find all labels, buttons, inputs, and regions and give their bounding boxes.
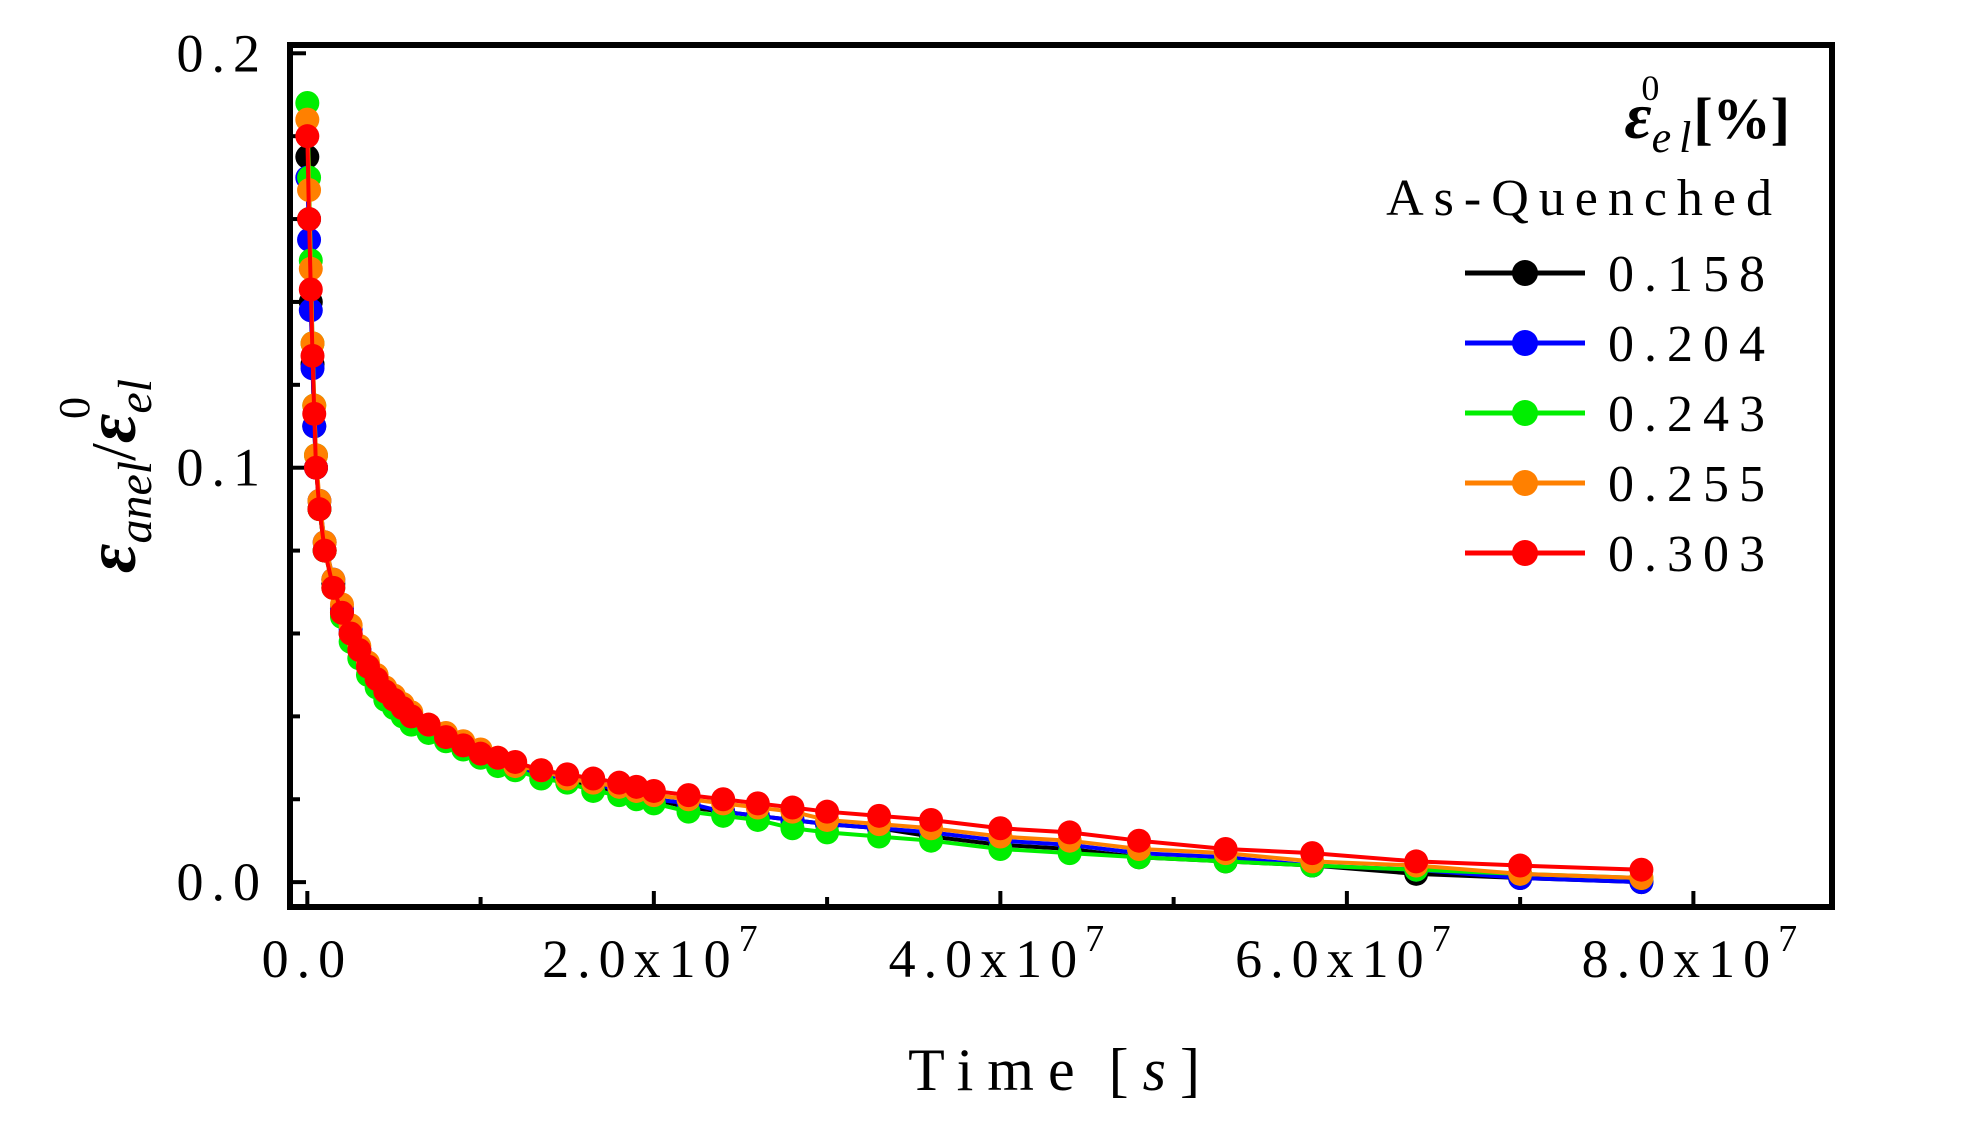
data-point <box>416 712 441 737</box>
legend-subtitle: As-Quenched <box>1386 170 1782 227</box>
x-title-unit: s <box>1143 1037 1180 1103</box>
data-point <box>1508 853 1533 878</box>
data-point <box>298 277 323 302</box>
data-point <box>1300 841 1325 866</box>
data-point <box>303 455 328 480</box>
series-layer <box>295 91 1654 895</box>
data-point <box>780 795 805 820</box>
y-title-denominator-subscript: el <box>109 379 162 414</box>
data-point <box>867 803 892 828</box>
x-tick-label: 6.0x107 <box>1235 918 1459 989</box>
legend-label: 0.158 <box>1608 246 1775 303</box>
legend-marker <box>1512 400 1538 426</box>
data-point <box>295 124 320 149</box>
y-axis-title: εanel/εel0 <box>50 379 162 573</box>
legend-entry: 0.255 <box>1465 456 1775 513</box>
x-title-close-bracket: ] <box>1180 1037 1214 1103</box>
data-point <box>745 791 770 816</box>
data-point <box>581 766 606 791</box>
legend-label: 0.243 <box>1608 386 1775 443</box>
data-point <box>555 762 580 787</box>
data-point <box>1213 836 1238 861</box>
data-point <box>1629 857 1654 882</box>
legend-entry: 0.204 <box>1465 316 1775 373</box>
legend-entries: 0.158 0.204 0.243 0.255 0.303 <box>1465 246 1775 583</box>
legend-title-symbol: ε <box>1625 80 1652 153</box>
data-point <box>919 807 944 832</box>
legend: εel 0 [%] As-Quenched 0.158 0.204 0.243 0.255… <box>1386 68 1790 583</box>
x-title-text: Time <box>908 1037 1089 1103</box>
legend-title-superscript: 0 <box>1641 68 1659 108</box>
legend-entry: 0.158 <box>1465 246 1775 303</box>
data-point <box>780 816 805 841</box>
y-axis: 0.0 0.1 0.2 <box>177 23 306 912</box>
legend-title-subscript: el <box>1652 113 1700 162</box>
data-point <box>295 107 320 132</box>
legend-title-unit: [%] <box>1693 86 1790 151</box>
data-point <box>321 575 346 600</box>
x-tick-label: 4.0x107 <box>889 918 1113 989</box>
data-point <box>988 816 1013 841</box>
legend-marker <box>1512 470 1538 496</box>
legend-label: 0.255 <box>1608 456 1775 513</box>
data-point <box>503 749 528 774</box>
legend-marker <box>1512 540 1538 566</box>
legend-entry: 0.303 <box>1465 526 1775 583</box>
data-point <box>815 799 840 824</box>
data-point <box>1057 820 1082 845</box>
data-point <box>307 497 332 522</box>
y-tick-label: 0.1 <box>177 438 269 498</box>
legend-label: 0.303 <box>1608 526 1775 583</box>
data-point <box>312 538 337 563</box>
y-tick-label: 0.0 <box>177 852 269 912</box>
data-point <box>676 783 701 808</box>
data-point <box>1126 828 1151 853</box>
plot-frame <box>287 42 1835 910</box>
x-tick-label: 0.0 <box>262 929 354 989</box>
y-title-numerator-subscript: anel <box>109 461 162 544</box>
data-point <box>1404 849 1429 874</box>
series-0.303 <box>295 124 1654 882</box>
x-tick-label: 2.0x107 <box>542 918 766 989</box>
data-point <box>295 91 320 116</box>
y-title-separator: / <box>78 443 149 461</box>
data-point <box>641 778 666 803</box>
x-axis: 0.0 2.0x107 4.0x107 6.0x107 8.0x107 <box>262 891 1806 989</box>
data-point <box>302 401 327 426</box>
legend-marker <box>1512 260 1538 286</box>
x-title-open-bracket: [ <box>1109 1037 1143 1103</box>
y-title-numerator-symbol: ε <box>71 544 151 574</box>
y-tick-label: 0.2 <box>177 23 269 83</box>
data-point <box>300 343 325 368</box>
data-point <box>329 600 354 625</box>
y-title-denominator-superscript: 0 <box>50 397 99 419</box>
legend-label: 0.204 <box>1608 316 1775 373</box>
legend-marker <box>1512 330 1538 356</box>
legend-entry: 0.243 <box>1465 386 1775 443</box>
y-title-denominator-symbol: ε <box>71 414 151 444</box>
x-tick-label: 8.0x107 <box>1582 918 1806 989</box>
legend-title: εel 0 [%] <box>1625 68 1790 162</box>
data-point <box>297 207 322 232</box>
data-point <box>711 787 736 812</box>
x-axis-title: Time [s] <box>908 1037 1214 1103</box>
data-point <box>529 758 554 783</box>
